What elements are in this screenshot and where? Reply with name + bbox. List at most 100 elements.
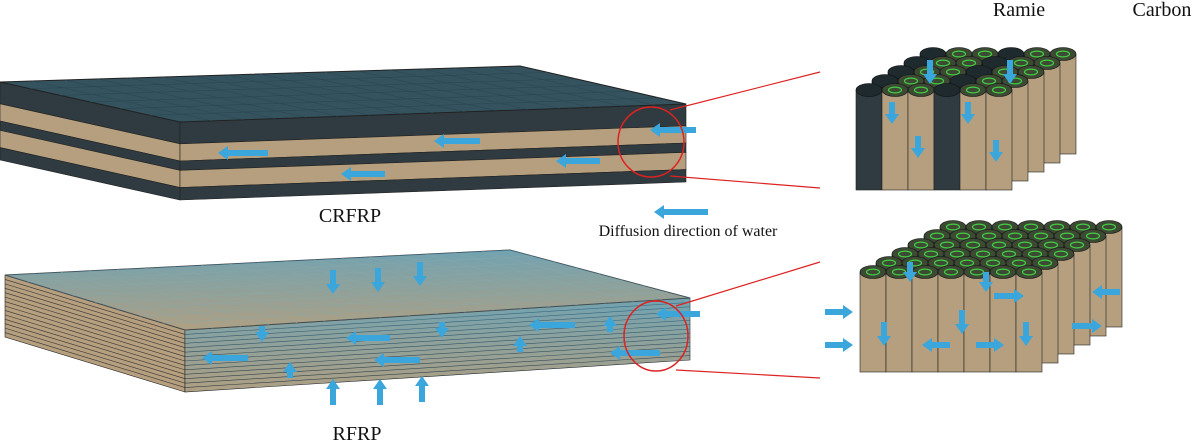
fibre-end [859,265,887,279]
fibre-core [887,86,903,94]
arrow [202,351,248,365]
ply-line [4,314,186,371]
rfrp-label: RFRP [333,423,382,444]
arrow [283,362,297,378]
arrow [415,376,429,402]
ramie-label: Ramie [993,0,1045,21]
ply-line [4,332,186,388]
ply-line [4,292,186,349]
fibre-core [865,268,881,276]
fibre-core [1101,223,1117,231]
arrow [654,205,708,219]
fibre-core [951,50,967,58]
grid [162,291,668,324]
grid [119,91,631,109]
arrow [1003,60,1017,84]
fibre-core [913,86,929,94]
fibre-end [1095,220,1123,234]
fibre-core [923,250,939,258]
drawing [0,47,1123,405]
fibre-core [1037,259,1053,267]
grid [72,267,578,296]
arrow [513,336,527,352]
fibre-end [989,265,1017,279]
fibre-core [1027,250,1043,258]
fibre-end [907,83,935,97]
fibre-core [933,259,949,267]
fibre-core [903,77,919,85]
arrow [922,338,950,352]
ply-line [4,305,186,362]
fibre-core [955,232,971,240]
fibre-core [975,250,991,258]
fibre-core [945,223,961,231]
arrow [435,322,449,338]
zoom-line [675,369,821,379]
fibre-core [1049,223,1065,231]
arrow [1019,322,1033,346]
fibre-core [1029,50,1045,58]
fibre-core [965,241,981,249]
arrow [989,140,1003,162]
fibre-core [1007,232,1023,240]
fibre-core [1085,232,1101,240]
fibre [933,89,961,191]
arrow [877,322,891,346]
fibre-core [913,241,929,249]
arrow [434,134,480,148]
fibre-core [995,268,1011,276]
fibre-end [1079,229,1107,243]
fibre-core [1069,241,1085,249]
arrow [911,136,925,158]
arrow [994,289,1024,303]
fibre-core [1039,59,1055,67]
ply-line [4,279,186,335]
grid [49,261,556,289]
fibre-end [1063,238,1091,252]
arrow [976,338,1004,352]
fibre [855,89,883,191]
fibre-end [1015,265,1043,279]
fibre-core [981,77,997,85]
fibre-end [937,265,965,279]
fibre-core [1013,59,1029,67]
fibre-core [1033,232,1049,240]
fibre-core [939,241,955,249]
arrow [650,123,696,137]
grid [59,78,576,96]
fibre-core [959,259,975,267]
arrow [603,316,617,332]
fibre-core [981,232,997,240]
fibre [989,271,1017,373]
fibre-core [971,223,987,231]
zoom-circle [623,300,689,372]
arrow [373,379,387,405]
arrow [979,272,993,292]
ply-line [4,283,186,340]
ply-line [4,310,186,366]
arrow [413,262,427,286]
fibre-core [1023,68,1039,76]
zoom-line [675,261,821,307]
fibre-core [917,268,933,276]
arrow [885,102,899,124]
grid [27,255,533,283]
fibre-core [935,59,951,67]
grid [89,84,604,103]
fibre [881,89,909,191]
fibre-core [1059,232,1075,240]
fibre [911,271,939,373]
fibre-core [991,86,1007,94]
fibre-core [1075,223,1091,231]
fibre-end [1049,47,1077,61]
water-front [185,298,690,392]
fibre-core [1017,241,1033,249]
fibre-end [1031,256,1059,270]
fibre-core [1021,268,1037,276]
layer [179,169,687,201]
grid [94,273,601,303]
arrow [371,268,385,292]
arrow [218,146,268,160]
fibre-core [929,232,945,240]
